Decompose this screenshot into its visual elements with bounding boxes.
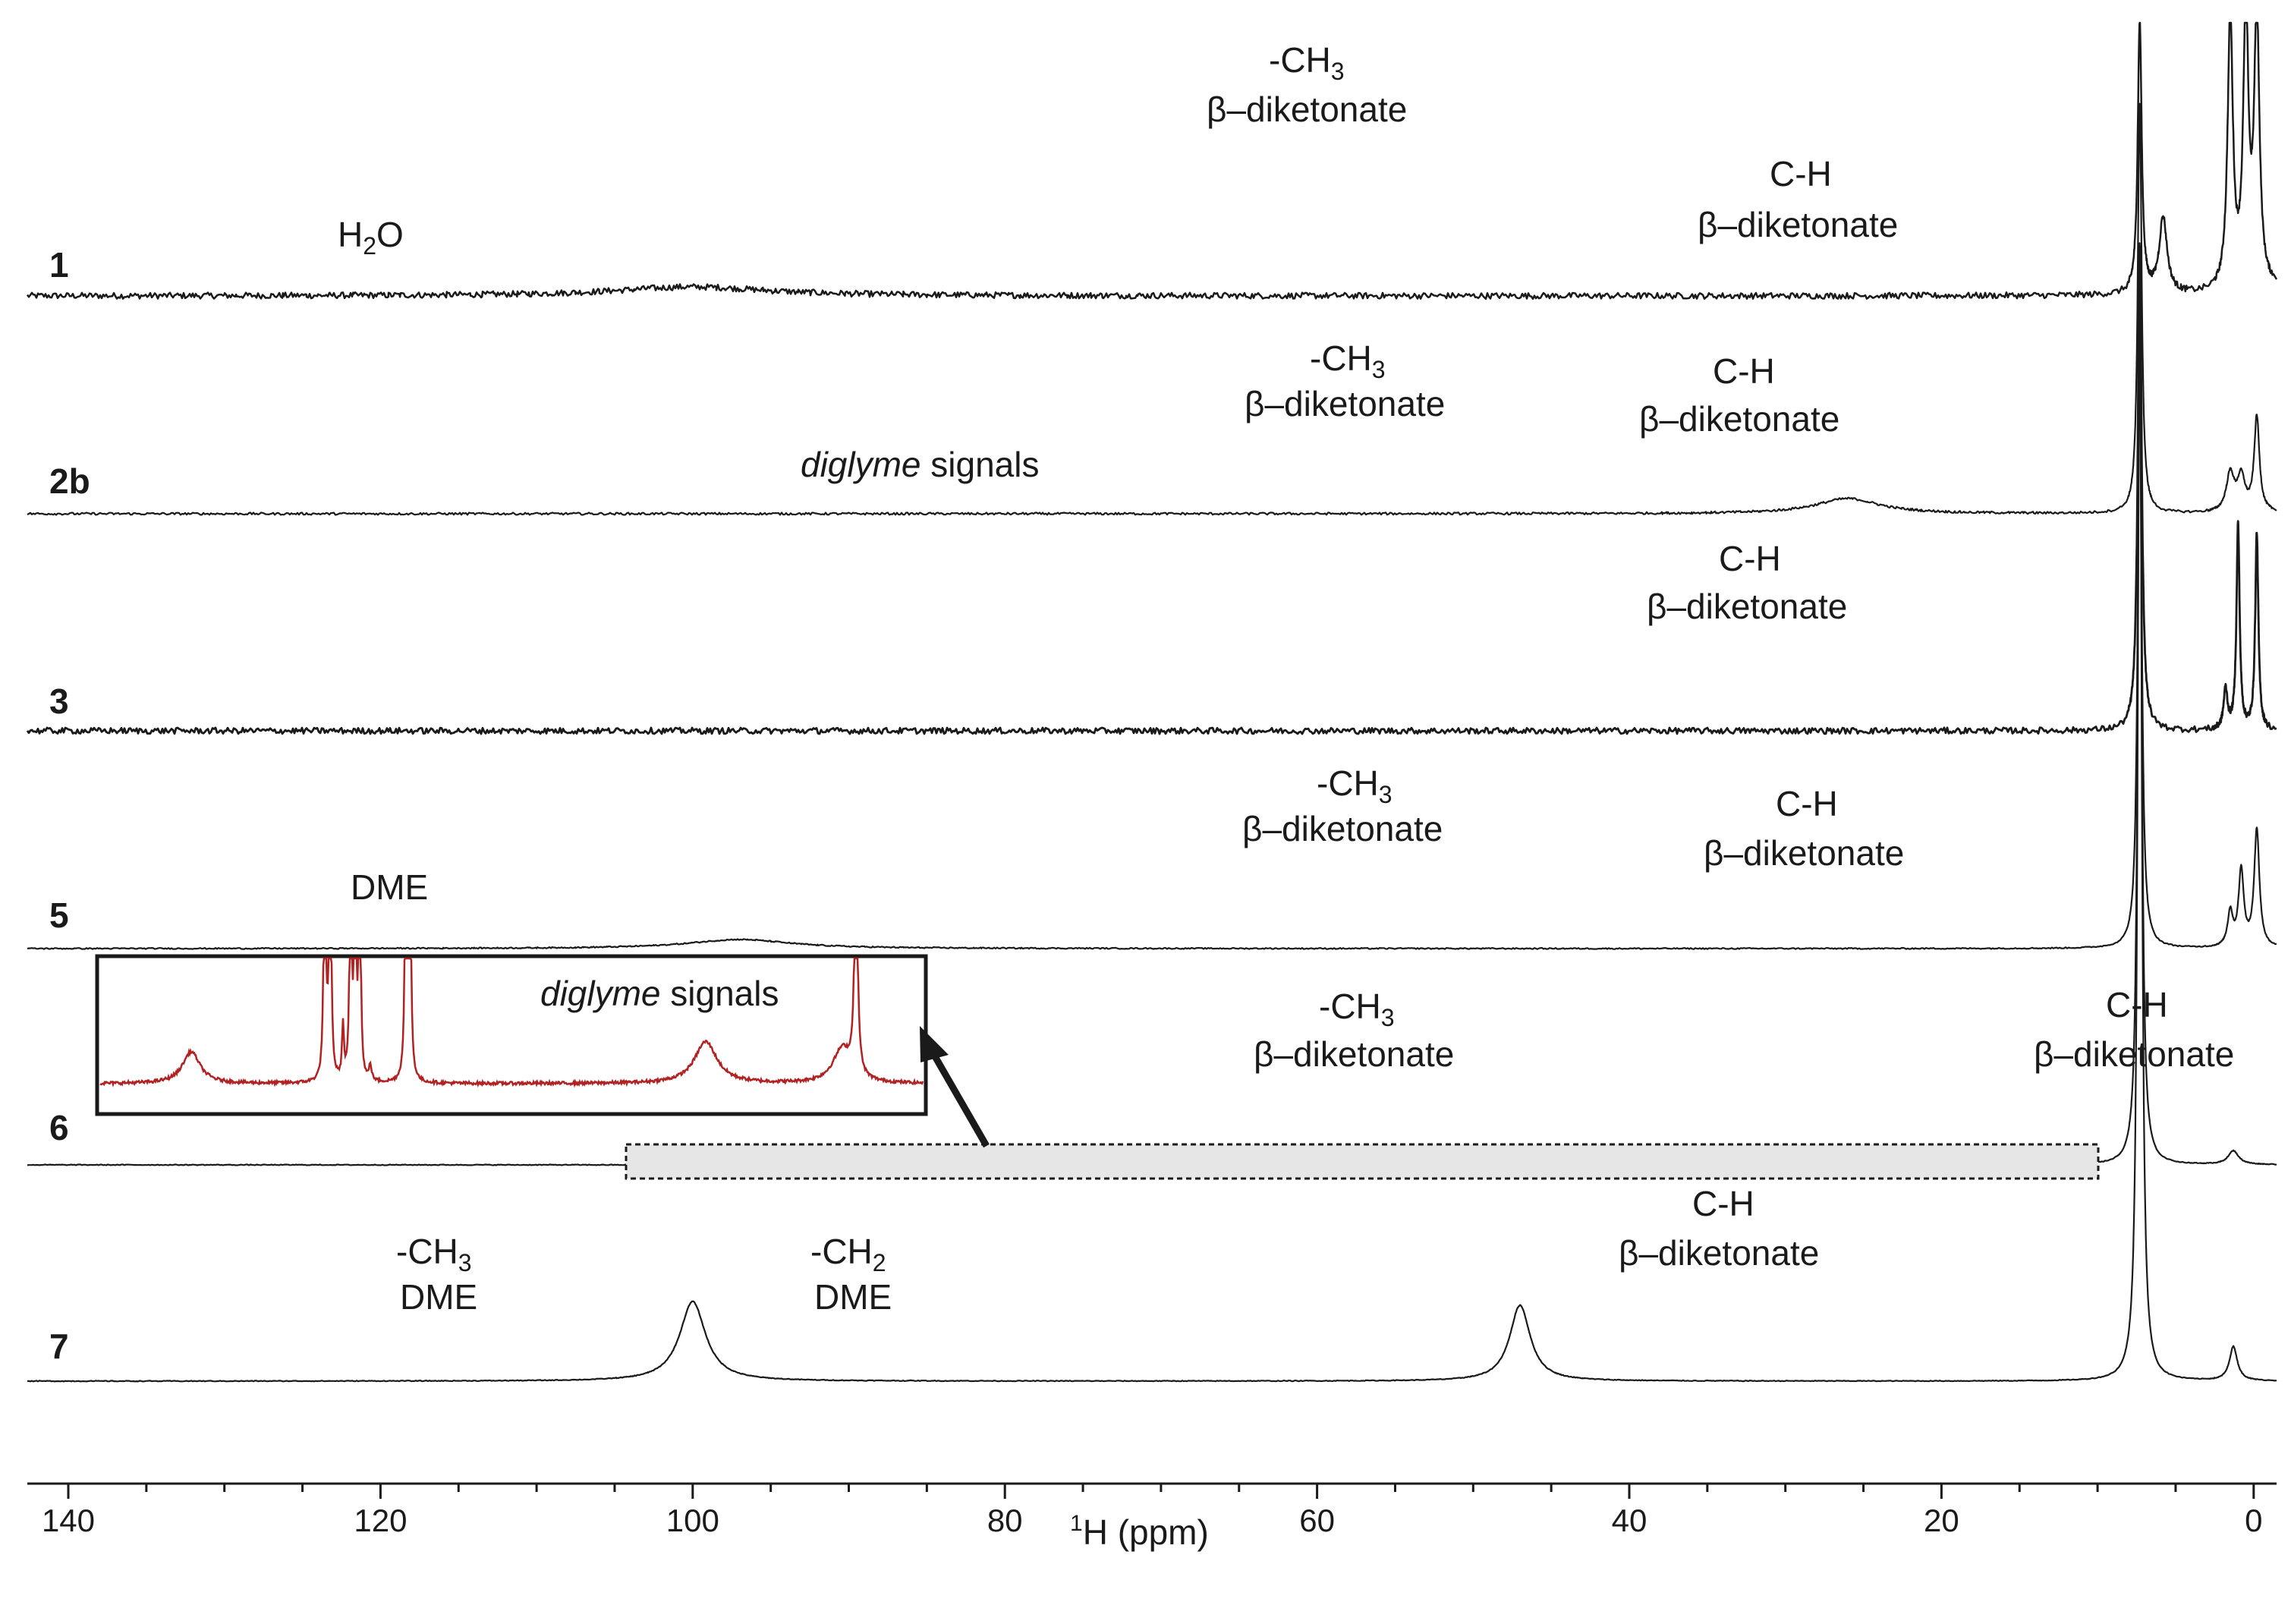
s7-ch2-sub: 2 <box>873 1249 886 1276</box>
s2b-ch-desc: β–diketonate <box>1639 399 1839 439</box>
x-axis-ticks: 140120100806040200-20-40-60-80-100-120-1… <box>42 1484 2262 1538</box>
x-tick-label: 80 <box>987 1503 1023 1538</box>
x-axis-title-text: H (ppm) <box>1083 1512 1209 1552</box>
s5-ch3-base: -CH <box>1317 763 1379 803</box>
s6-ch-title: C-H <box>2106 985 2168 1024</box>
s7-ch3-label: -CH3 <box>396 1232 472 1276</box>
s2b-ch-title: C-H <box>1713 351 1775 391</box>
s1-ch3-desc: β–diketonate <box>1207 90 1407 129</box>
trace-label-3: 3 <box>49 681 69 721</box>
inset-caption-italic: diglyme <box>540 974 661 1013</box>
trace-label-5: 5 <box>49 895 69 935</box>
s2b-ch3-label: -CH3 <box>1310 338 1386 383</box>
s1-ch3-label: -CH3 <box>1269 40 1345 85</box>
x-tick-label: 20 <box>1924 1503 1959 1538</box>
trace-label-7: 7 <box>49 1327 69 1366</box>
s1-ch-desc: β–diketonate <box>1698 205 1898 244</box>
trace-7 <box>27 242 2277 1383</box>
trace-label-2b: 2b <box>49 461 90 501</box>
s6-ch3-base: -CH <box>1319 987 1381 1026</box>
x-tick-label: 0 <box>2245 1503 2262 1538</box>
s6-ch-desc: β–diketonate <box>2034 1034 2234 1074</box>
s7-ch3-dme: DME <box>400 1277 477 1317</box>
s1-ch3-sub: 3 <box>1331 58 1345 85</box>
x-tick-label: 60 <box>1299 1503 1335 1538</box>
s7-ch3-base: -CH <box>396 1232 458 1271</box>
s7-ch2-dme: DME <box>814 1277 892 1317</box>
trace-3 <box>26 244 2277 735</box>
s3-ch-desc: β–diketonate <box>1647 587 1847 626</box>
s5-ch3-label: -CH3 <box>1317 763 1393 808</box>
x-axis-title: 1H (ppm) <box>1070 1511 1209 1552</box>
s1-h2o-base: H <box>338 215 363 254</box>
s7-ch-desc: β–diketonate <box>1619 1233 1819 1273</box>
x-tick-label: 100 <box>666 1503 719 1538</box>
inset-caption: diglyme signals <box>540 974 779 1013</box>
trace-label-1: 1 <box>49 245 69 285</box>
s2b-diglyme-rest: signals <box>921 445 1040 484</box>
s2b-ch3-desc: β–diketonate <box>1245 384 1445 423</box>
s2b-ch3-base: -CH <box>1310 338 1372 378</box>
trace-1 <box>26 21 2278 301</box>
s5-ch-title: C-H <box>1776 784 1838 823</box>
s1-ch3-base: -CH <box>1269 40 1331 80</box>
x-tick-label: 140 <box>42 1503 95 1538</box>
s2b-ch3-sub: 3 <box>1372 356 1386 383</box>
inset-caption-rest: signals <box>661 974 779 1013</box>
s7-ch3-sub: 3 <box>458 1249 472 1276</box>
s5-ch-desc: β–diketonate <box>1704 833 1904 873</box>
s1-h2o-tail: O <box>376 215 404 254</box>
s6-ch3-label: -CH3 <box>1319 987 1395 1031</box>
inset-trace <box>99 957 924 1088</box>
s1-ch-title: C-H <box>1770 154 1832 194</box>
trace-5 <box>27 340 2277 950</box>
trace-label-6: 6 <box>49 1108 69 1147</box>
s2b-diglyme-italic: diglyme <box>801 445 921 484</box>
s2b-diglyme-label: diglyme signals <box>801 445 1039 484</box>
trace6-highlight-box <box>625 1143 2100 1180</box>
x-tick-label: 120 <box>354 1503 407 1538</box>
s5-dme-label: DME <box>351 867 428 907</box>
s5-ch3-sub: 3 <box>1379 781 1393 808</box>
x-axis: 140120100806040200-20-40-60-80-100-120-1… <box>27 1482 2277 1538</box>
s1-h2o-sub: 2 <box>363 232 376 260</box>
inset-frame <box>95 954 928 1116</box>
inset-arrow <box>920 1026 990 1148</box>
x-axis-title-sup: 1 <box>1070 1511 1083 1536</box>
s7-ch2-label: -CH2 <box>810 1232 886 1276</box>
s7-ch2-base: -CH <box>810 1232 873 1271</box>
trace-2b <box>27 102 2277 516</box>
s6-ch3-desc: β–diketonate <box>1254 1034 1454 1074</box>
x-tick-label: 40 <box>1612 1503 1647 1538</box>
s7-ch-title: C-H <box>1692 1184 1754 1223</box>
s5-ch3-desc: β–diketonate <box>1242 809 1443 848</box>
s1-h2o-label: H2O <box>338 215 404 260</box>
inset-panel: diglyme signals <box>95 954 928 1116</box>
s6-ch3-sub: 3 <box>1381 1004 1395 1031</box>
s3-ch-title: C-H <box>1719 539 1781 578</box>
